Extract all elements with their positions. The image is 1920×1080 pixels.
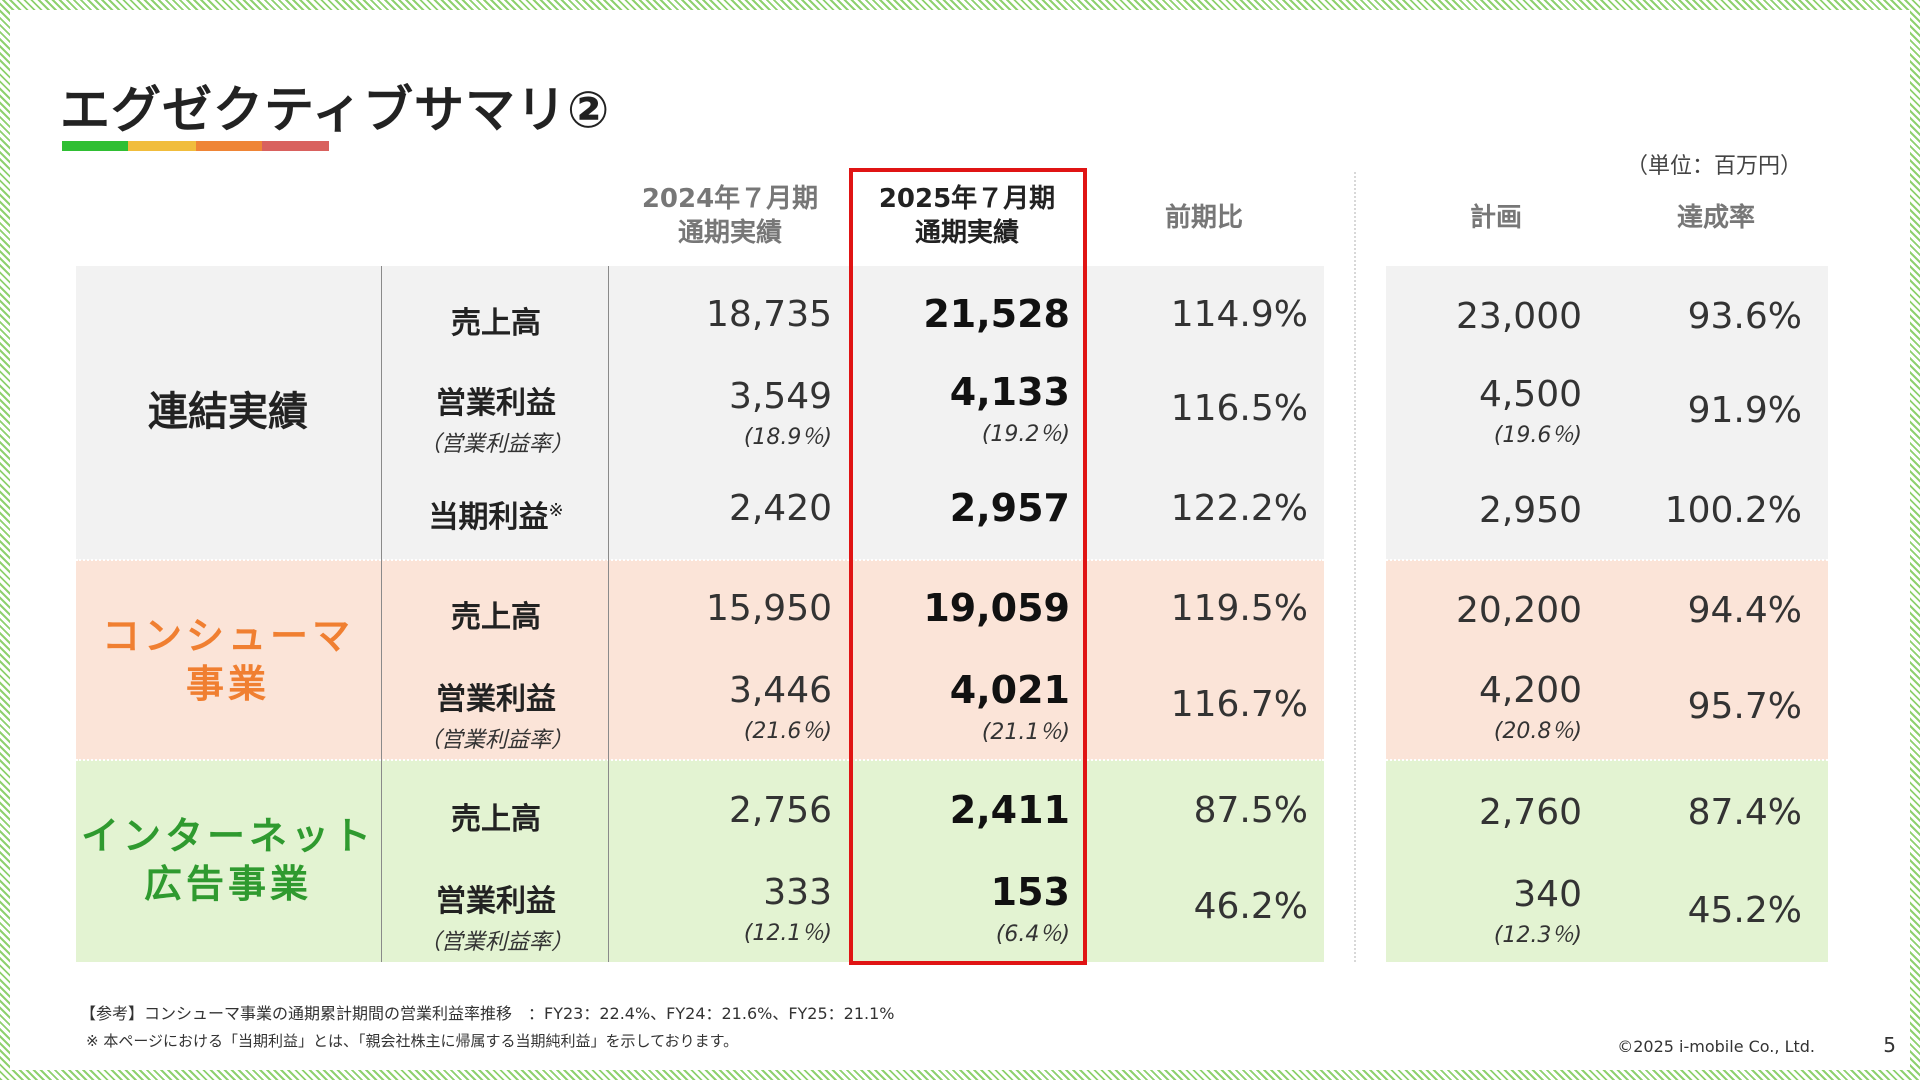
value-plan: 23,000 [1456, 296, 1582, 337]
separator-line [76, 759, 1324, 761]
value-prev: 333 (12.1％) [743, 872, 832, 946]
value-prev: 2,756 [728, 790, 832, 831]
metric-operating-profit: 営業利益 （営業利益率） [418, 884, 573, 955]
value-cur: 2,957 [949, 486, 1070, 530]
col-header-plan: 計画 [1469, 203, 1522, 233]
value-yoy: 87.5% [1193, 790, 1308, 831]
value-achieve: 100.2% [1664, 490, 1802, 531]
metric-sales: 売上高 [451, 306, 541, 341]
band-consumer-left [76, 560, 1324, 760]
segment-internet: インターネット 広告事業 [80, 814, 375, 906]
column-divider [381, 266, 382, 962]
value-plan: 4,200 (20.8％) [1478, 670, 1582, 744]
value-achieve: 93.6% [1687, 296, 1802, 337]
band-internet-left [76, 760, 1324, 962]
value-cur: 4,021 (21.1％) [949, 668, 1070, 745]
band-consolidated-right [1386, 266, 1828, 560]
value-yoy: 116.5% [1170, 388, 1308, 429]
value-yoy: 114.9% [1170, 294, 1308, 335]
copyright: ©2025 i-mobile Co., Ltd. [1617, 1037, 1815, 1056]
separator-line [1386, 559, 1828, 561]
metric-operating-profit: 営業利益 （営業利益率） [418, 386, 573, 457]
value-plan: 2,760 [1478, 792, 1582, 833]
band-internet-right [1386, 760, 1828, 962]
col-header-cur: 2025年７月期 通期実績 [878, 184, 1056, 248]
value-achieve: 95.7% [1687, 686, 1802, 727]
value-plan: 4,500 (19.6％) [1478, 374, 1582, 448]
col-header-prev: 2024年７月期 通期実績 [641, 184, 819, 248]
value-prev: 3,549 (18.9％) [728, 376, 832, 450]
value-plan: 2,950 [1478, 490, 1582, 531]
page-title: エグゼクティブサマリ② [60, 81, 611, 139]
band-consumer-right [1386, 560, 1828, 760]
value-achieve: 87.4% [1687, 792, 1802, 833]
segment-consumer: コンシューマ 事業 [101, 614, 354, 706]
value-achieve: 45.2% [1687, 890, 1802, 931]
accent-bar-red [262, 141, 329, 151]
value-achieve: 94.4% [1687, 590, 1802, 631]
col-header-yoy: 前期比 [1164, 203, 1243, 233]
page-number: 5 [1883, 1033, 1896, 1057]
value-cur: 19,059 [923, 586, 1070, 630]
separator-line [76, 559, 1324, 561]
value-cur: 21,528 [923, 292, 1070, 336]
unit-label: （単位：百万円） [1625, 154, 1802, 179]
value-prev: 15,950 [706, 588, 832, 629]
value-yoy: 122.2% [1170, 488, 1308, 529]
accent-bar-orange [196, 141, 262, 151]
value-cur: 153 (6.4％) [990, 870, 1070, 947]
value-cur: 2,411 [949, 788, 1070, 832]
value-prev: 18,735 [706, 294, 832, 335]
metric-sales: 売上高 [451, 802, 541, 837]
value-prev: 3,446 (21.6％) [728, 670, 832, 744]
band-consolidated-left [76, 266, 1324, 560]
value-yoy: 116.7% [1170, 684, 1308, 725]
definition-note: ※ 本ページにおける「当期利益」とは、「親会社株主に帰属する当期純利益」を示して… [86, 1032, 739, 1050]
metric-operating-profit: 営業利益 （営業利益率） [418, 682, 573, 753]
metric-sales: 売上高 [451, 600, 541, 635]
value-yoy: 46.2% [1193, 886, 1308, 927]
metric-net-profit: 当期利益※ [428, 500, 564, 535]
highlight-box-current-year [849, 168, 1087, 965]
value-plan: 20,200 [1456, 590, 1582, 631]
col-header-achieve: 達成率 [1676, 203, 1755, 233]
value-prev: 2,420 [728, 488, 832, 529]
separator-line [1386, 759, 1828, 761]
accent-bar-green [62, 141, 128, 151]
reference-note: 【参考】コンシューマ事業の通期累計期間の営業利益率推移 ：FY23：22.4%、… [80, 1004, 895, 1023]
value-plan: 340 (12.3％) [1493, 874, 1582, 948]
accent-bar-yellow [128, 141, 196, 151]
value-cur: 4,133 (19.2％) [949, 370, 1070, 447]
section-divider [1354, 172, 1356, 962]
value-yoy: 119.5% [1170, 588, 1308, 629]
value-achieve: 91.9% [1687, 390, 1802, 431]
column-divider [608, 266, 609, 962]
segment-consolidated: 連結実績 [148, 389, 308, 435]
